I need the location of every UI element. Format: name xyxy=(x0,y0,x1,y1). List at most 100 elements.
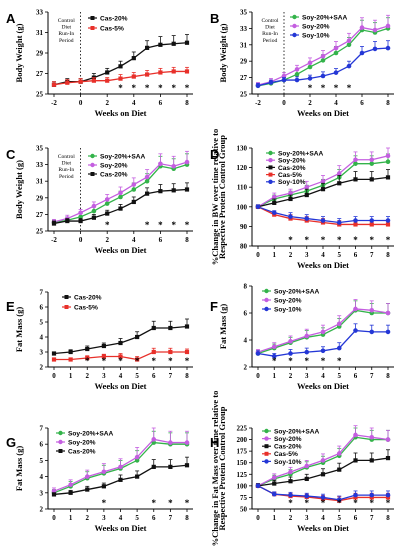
series-cas-20- xyxy=(51,182,190,226)
x-tick-label: 3 xyxy=(102,372,106,380)
data-point xyxy=(101,343,106,349)
legend-label: Cas-5% xyxy=(74,304,98,311)
legend-marker xyxy=(264,297,269,303)
data-point xyxy=(158,70,163,75)
significance-star: * xyxy=(321,83,326,93)
y-tick-label: 120 xyxy=(237,164,248,172)
data-point xyxy=(294,67,300,72)
run-in-annotation: Diet xyxy=(61,25,71,31)
x-tick-label: 3 xyxy=(305,514,309,522)
x-axis-label: Weeks on Diet xyxy=(95,381,147,391)
x-tick-label: 0 xyxy=(256,514,260,522)
data-point xyxy=(385,153,391,159)
x-tick-label: 4 xyxy=(132,236,136,244)
y-tick-label: 27 xyxy=(36,211,44,219)
panel-a: A 25 27 29 31 33 -2 0 2 4 6 8 Weeks on Diet Body Weig… xyxy=(6,9,193,118)
significance-star: * xyxy=(132,83,137,93)
significance-star: * xyxy=(135,356,140,366)
significance-star: * xyxy=(334,83,339,93)
y-tick-label: 25 xyxy=(36,91,44,99)
data-point xyxy=(385,437,391,442)
data-point xyxy=(304,349,310,355)
data-point xyxy=(304,192,309,198)
data-point xyxy=(353,492,358,498)
data-point xyxy=(118,64,123,69)
legend-label: Soy-20%+SAA xyxy=(274,428,319,435)
data-point xyxy=(288,479,293,484)
data-point xyxy=(51,82,57,87)
data-point xyxy=(135,334,140,340)
data-point xyxy=(85,346,90,352)
data-point xyxy=(346,38,352,43)
significance-star: * xyxy=(347,83,352,93)
data-point xyxy=(304,184,310,190)
x-tick-label: 2 xyxy=(86,514,90,522)
data-point xyxy=(51,492,57,497)
data-point xyxy=(359,50,365,56)
x-tick-label: 5 xyxy=(135,514,139,522)
panel-e: E 2 3 4 5 6 7 0 1 2 3 4 5 6 7 8 Weeks on Diet Fat Mass (g… xyxy=(6,289,193,391)
panel-label: C xyxy=(6,147,16,162)
legend-label: Cas-20% xyxy=(100,171,128,178)
series-soy-10- xyxy=(255,323,391,359)
significance-star: * xyxy=(305,235,310,245)
data-point xyxy=(385,159,391,165)
data-point xyxy=(369,177,374,182)
data-point xyxy=(171,188,176,193)
significance-star: * xyxy=(321,498,326,508)
data-point xyxy=(288,492,293,498)
legend-label: Soy-20% xyxy=(100,162,128,169)
data-point xyxy=(118,206,123,211)
data-point xyxy=(353,306,358,312)
data-point xyxy=(184,159,190,165)
data-point xyxy=(320,458,326,463)
y-tick-label: 27 xyxy=(36,70,44,78)
legend-marker xyxy=(90,172,95,176)
data-point xyxy=(68,349,73,355)
data-point xyxy=(271,353,277,359)
y-tick-label: 27 xyxy=(240,74,248,82)
x-tick-label: 6 xyxy=(152,514,156,522)
data-point xyxy=(104,197,110,202)
series-cas-20- xyxy=(51,456,190,497)
data-point xyxy=(336,345,342,351)
data-point xyxy=(134,458,140,463)
y-tick-label: 5 xyxy=(40,319,44,327)
significance-star: * xyxy=(145,83,150,93)
data-point xyxy=(171,163,176,169)
y-tick-label: 6 xyxy=(40,441,44,449)
y-tick-label: 33 xyxy=(36,9,44,17)
legend-marker xyxy=(264,306,269,312)
series-soy-20- xyxy=(255,147,391,210)
data-point xyxy=(105,78,110,83)
data-point xyxy=(184,187,190,192)
run-in-annotation: Run-In xyxy=(58,167,74,173)
series-soy-10- xyxy=(255,483,391,503)
series-cas-20- xyxy=(255,449,391,488)
data-point xyxy=(288,339,293,344)
y-tick-label: 4 xyxy=(244,337,248,345)
y-tick-label: 31 xyxy=(36,29,44,37)
y-tick-label: 2 xyxy=(40,506,44,514)
data-point xyxy=(68,490,73,495)
data-point xyxy=(281,73,287,79)
data-point xyxy=(78,79,83,84)
y-axis-label: Fat Mass (g) xyxy=(14,446,24,491)
y-tick-label: 50 xyxy=(240,506,248,514)
series-cas-5- xyxy=(51,347,190,362)
legend-marker xyxy=(264,451,269,456)
data-point xyxy=(131,56,136,61)
data-point xyxy=(385,222,391,227)
data-point xyxy=(385,175,391,180)
panel-g: G 2 3 4 5 6 7 0 1 2 3 4 5 6 7 8 Weeks on Diet Fat Mass (g… xyxy=(6,425,193,533)
legend-marker xyxy=(90,16,95,20)
data-point xyxy=(369,161,375,166)
y-tick-label: 35 xyxy=(36,145,44,153)
x-tick-label: 3 xyxy=(305,251,309,259)
data-point xyxy=(145,45,150,50)
data-point xyxy=(304,476,309,482)
y-tick-label: 100 xyxy=(237,203,248,211)
data-point xyxy=(91,203,97,209)
data-point xyxy=(168,440,173,445)
